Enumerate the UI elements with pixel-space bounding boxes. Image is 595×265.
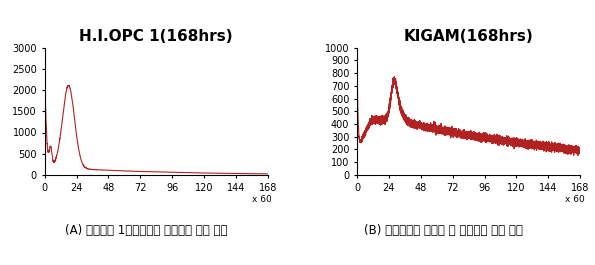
Title: KIGAM(168hrs): KIGAM(168hrs) (403, 29, 534, 44)
Text: x 60: x 60 (252, 195, 272, 204)
Title: H.I.OPC 1(168hrs): H.I.OPC 1(168hrs) (79, 29, 233, 44)
Text: (A) 시판중인 1종포틀랜트 시멘트의 수화 속도: (A) 시판중인 1종포틀랜트 시멘트의 수화 속도 (64, 224, 227, 237)
Text: x 60: x 60 (565, 195, 584, 204)
Text: (B) 선탄폐석을 원료로 한 시멘트의 수화 속도: (B) 선탄폐석을 원료로 한 시멘트의 수화 속도 (364, 224, 523, 237)
